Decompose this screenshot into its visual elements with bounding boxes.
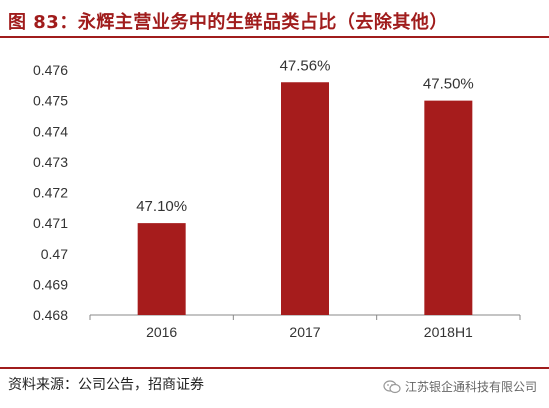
watermark-text: 江苏银企通科技有限公司 [404, 380, 537, 394]
y-tick-label: 0.47 [41, 246, 68, 262]
bar-2017 [281, 82, 329, 315]
footer-divider [0, 367, 549, 369]
bar-2016 [137, 223, 186, 315]
y-tick-label: 0.473 [33, 154, 68, 170]
y-tick-label: 0.475 [33, 93, 68, 109]
watermark: 江苏银企通科技有限公司 [383, 378, 537, 395]
x-tick-label: 2017 [289, 324, 320, 340]
wechat-icon [383, 379, 401, 393]
y-tick-label: 0.474 [33, 123, 68, 139]
bar-2018h1 [424, 100, 473, 315]
bar-chart: 0.468 0.469 0.47 0.471 0.472 0.473 0.474 0.475 0… [33, 57, 521, 340]
y-tick-label: 0.472 [33, 185, 68, 201]
data-label: 47.50% [423, 76, 474, 93]
title-divider [0, 36, 549, 38]
y-tick-label: 0.468 [33, 307, 68, 323]
data-label: 47.10% [136, 198, 187, 215]
y-tick-label: 0.471 [33, 215, 68, 231]
data-label: 47.56% [280, 57, 331, 74]
chart-title: 图 83：永辉主营业务中的生鲜品类占比（去除其他） [8, 12, 448, 33]
source-note: 资料来源：公司公告，招商证券 [8, 377, 204, 393]
x-tick-label: 2016 [146, 324, 177, 340]
y-tick-label: 0.469 [33, 276, 68, 292]
y-tick-label: 0.476 [33, 62, 68, 78]
x-tick-label: 2018H1 [424, 324, 473, 340]
